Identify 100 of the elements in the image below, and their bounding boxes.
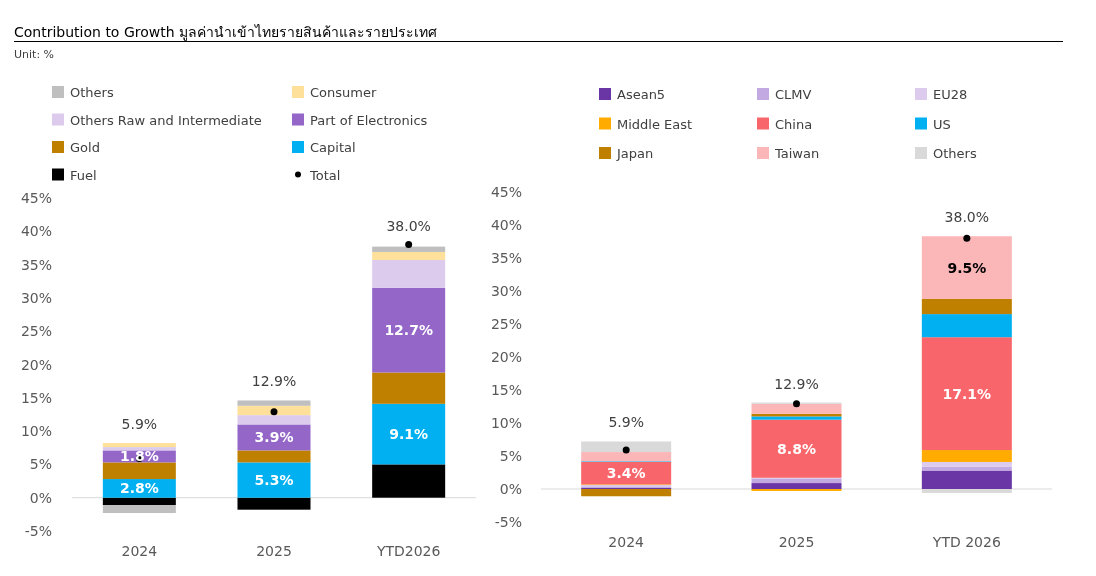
x-tick-label: YTD 2026	[931, 534, 1001, 550]
data-label: 8.8%	[777, 440, 816, 457]
data-label: 38.0%	[944, 209, 990, 226]
legend-label: Gold	[70, 140, 100, 155]
y-tick-label: 30%	[20, 289, 52, 306]
bar	[237, 450, 311, 463]
x-tick-label: 2025	[256, 543, 292, 559]
bar	[237, 405, 311, 416]
y-tick-label: -5%	[494, 514, 522, 530]
x-tick-label: 2024	[608, 534, 645, 550]
y-tick-label: 20%	[20, 356, 52, 373]
bar	[372, 464, 446, 498]
bar	[372, 287, 446, 373]
y-tick-label: 45%	[20, 190, 52, 206]
x-tick-label: 2025	[778, 534, 815, 550]
data-label: 12.9%	[774, 375, 819, 392]
bar	[237, 415, 311, 425]
y-tick-label: 10%	[20, 423, 52, 440]
point	[963, 234, 971, 242]
bar	[581, 452, 672, 462]
bar	[921, 337, 1012, 451]
bar	[237, 400, 311, 406]
bar	[751, 419, 842, 478]
y-tick-label: 15%	[20, 389, 52, 406]
chart-title: Contribution to Growth มูลค่านำเข้าไทยรายสินค้าและรายประเทศ	[14, 24, 438, 41]
data-label: 3.4%	[606, 465, 646, 482]
point	[622, 446, 630, 454]
bar	[372, 259, 446, 288]
bar	[751, 483, 842, 489]
data-label: 12.7%	[384, 322, 433, 339]
bar	[751, 403, 842, 414]
y-tick-label: 35%	[490, 250, 522, 266]
legend-label: Capital	[310, 140, 356, 155]
legend-label: Others Raw and Intermediate	[70, 112, 262, 128]
legend-label: Part of Electronics	[310, 112, 428, 128]
y-tick-label: 40%	[490, 217, 522, 233]
data-label: 5.9%	[121, 416, 158, 433]
data-label: 2.8%	[119, 480, 159, 497]
bar	[102, 462, 176, 480]
y-tick-label: 40%	[20, 223, 52, 240]
legend-label: Total	[309, 167, 341, 183]
x-tick-label: YTD2026	[375, 543, 441, 559]
legend-label: Fuel	[70, 167, 97, 183]
chart-subtitle: Unit: %	[14, 48, 55, 61]
bar	[581, 461, 672, 485]
y-tick-label: 25%	[490, 316, 522, 332]
legend-label: Consumer	[310, 85, 377, 100]
bar	[581, 441, 672, 453]
bar	[102, 497, 176, 506]
bar	[921, 236, 1012, 299]
legend-label: Middle East	[617, 116, 693, 132]
y-tick-label: 15%	[490, 382, 522, 398]
data-label: 5.9%	[608, 414, 644, 431]
bar	[237, 497, 311, 510]
data-label: 9.1%	[389, 426, 429, 443]
y-tick-label: 45%	[490, 184, 522, 200]
data-label: 5.3%	[254, 472, 294, 489]
legend-label: Others	[933, 146, 977, 161]
data-label: 1.8%	[119, 448, 159, 465]
legend-label: China	[775, 116, 813, 132]
legend-label: Taiwan	[774, 146, 820, 161]
bar	[372, 372, 446, 404]
y-tick-label: -5%	[24, 523, 52, 539]
point	[405, 241, 413, 249]
point	[793, 400, 800, 408]
legend-label: Others	[70, 85, 114, 100]
bar	[921, 461, 1012, 467]
y-tick-label: 35%	[20, 256, 52, 273]
data-label: 17.1%	[942, 385, 992, 402]
legend-label: Japan	[616, 146, 654, 161]
bar	[581, 489, 672, 497]
bar	[372, 246, 446, 252]
bar	[921, 298, 1012, 315]
legend-label: Asean5	[617, 87, 666, 102]
legend-label: EU28	[933, 87, 968, 102]
y-tick-label: 20%	[490, 349, 522, 365]
data-label: 3.9%	[254, 429, 294, 446]
bar	[237, 462, 311, 498]
y-tick-label: 5%	[499, 448, 522, 464]
bar	[921, 466, 1012, 471]
y-tick-label: 0%	[499, 481, 522, 497]
y-tick-label: 30%	[490, 283, 522, 299]
y-tick-label: 10%	[490, 415, 522, 431]
bar	[921, 450, 1012, 462]
y-tick-label: 0%	[29, 489, 52, 506]
point	[270, 408, 278, 416]
data-label: 38.0%	[386, 217, 431, 234]
bar	[372, 403, 446, 465]
bar	[102, 505, 176, 514]
data-label: 9.5%	[947, 259, 987, 276]
legend-label: US	[933, 116, 951, 132]
y-tick-label: 25%	[20, 323, 52, 340]
y-tick-label: 5%	[29, 456, 52, 473]
bar	[102, 443, 176, 448]
bar	[921, 470, 1012, 489]
data-label: 12.9%	[251, 373, 297, 390]
x-tick-label: 2024	[121, 543, 158, 559]
bar	[921, 314, 1012, 338]
legend-label: CLMV	[775, 87, 812, 102]
bar	[751, 478, 842, 484]
